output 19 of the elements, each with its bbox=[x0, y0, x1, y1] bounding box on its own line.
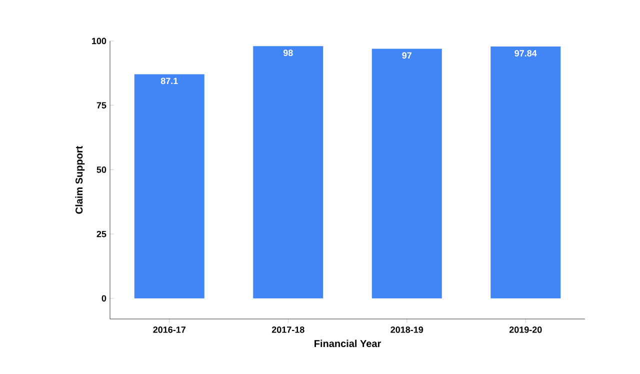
y-tick-label: 50 bbox=[96, 166, 106, 173]
bar bbox=[253, 46, 324, 298]
data-label: 97.84 bbox=[514, 50, 537, 56]
y-axis-title: Claim Support bbox=[75, 146, 85, 214]
bar bbox=[372, 48, 442, 298]
data-label: 87.1 bbox=[160, 78, 178, 84]
y-tick-label: 100 bbox=[92, 38, 106, 44]
data-label: 97 bbox=[402, 52, 412, 59]
x-tick-label: 2018-19 bbox=[390, 326, 424, 333]
y-tick-label: 0 bbox=[102, 295, 106, 302]
x-tick-label: 2016-17 bbox=[153, 326, 186, 333]
bar bbox=[134, 74, 204, 298]
x-tick-label: 2019-20 bbox=[509, 326, 542, 333]
x-axis-title: Financial Year bbox=[314, 340, 381, 348]
data-label: 98 bbox=[283, 50, 293, 56]
y-tick-label: 75 bbox=[96, 102, 106, 108]
x-tick-label: 2017-18 bbox=[272, 326, 304, 333]
y-tick-label: 25 bbox=[96, 230, 106, 238]
bar bbox=[490, 46, 561, 298]
